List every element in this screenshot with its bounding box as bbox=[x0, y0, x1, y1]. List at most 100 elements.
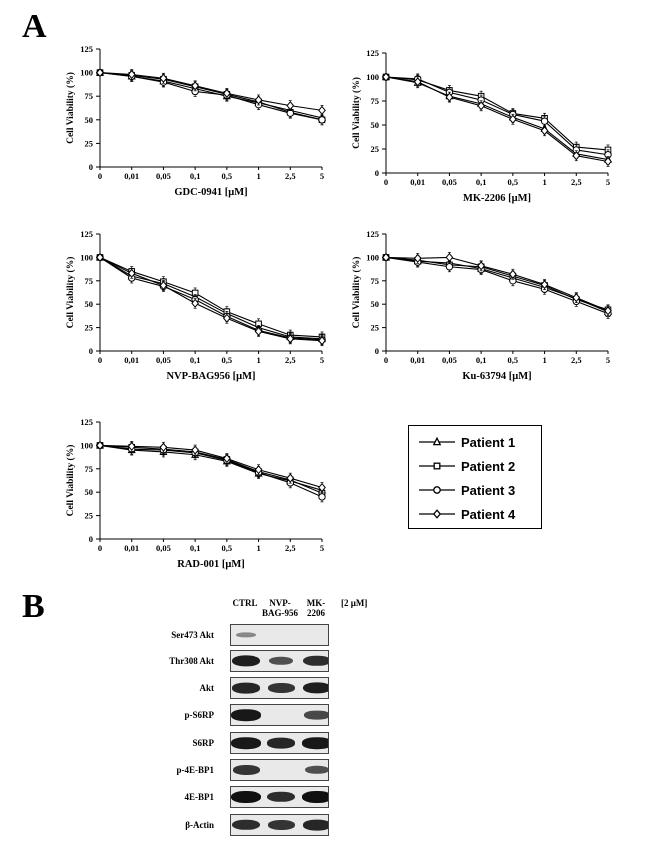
legend-label: Patient 3 bbox=[461, 482, 516, 498]
blot-band bbox=[231, 737, 261, 749]
y-axis-label: Cell Viability (%) bbox=[351, 257, 362, 329]
western-blot: CTRL NVP- BAG-956 MK- 2206 [2 μM] Ser473 Akt Th… bbox=[0, 590, 650, 867]
legend-item: Patient 1 bbox=[417, 432, 515, 452]
x-tick-label: 2,5 bbox=[571, 177, 582, 187]
data-point-diamond bbox=[445, 92, 454, 102]
data-point-circle bbox=[318, 493, 326, 501]
series-line bbox=[99, 444, 323, 491]
series-line bbox=[99, 256, 323, 342]
blot-band bbox=[268, 656, 294, 666]
x-axis-label: NVP-BAG956 [μM] bbox=[166, 371, 255, 382]
blot-band bbox=[267, 820, 295, 830]
series-patient-3 bbox=[382, 253, 612, 319]
y-tick-label: 50 bbox=[371, 299, 380, 309]
x-tick-label: 2,5 bbox=[285, 171, 296, 181]
blot-strip bbox=[230, 732, 329, 754]
data-point-diamond bbox=[223, 453, 231, 464]
x-tick-label: 0,1 bbox=[476, 355, 487, 365]
x-tick-label: 0,1 bbox=[190, 543, 201, 553]
data-point-diamond bbox=[604, 306, 612, 316]
x-tick-label: 0,01 bbox=[124, 543, 139, 553]
y-tick-label: 75 bbox=[371, 276, 380, 286]
y-tick-label: 25 bbox=[85, 138, 94, 148]
data-point-diamond bbox=[413, 253, 422, 263]
series-line bbox=[385, 256, 609, 315]
x-tick-label: 1 bbox=[256, 543, 260, 553]
data-point-diamond bbox=[223, 88, 231, 98]
legend-label: Patient 1 bbox=[461, 434, 516, 450]
x-axis-label: GDC-0941 [μM] bbox=[174, 187, 247, 198]
x-tick-label: 0,01 bbox=[410, 355, 425, 365]
x-tick-label: 0,01 bbox=[124, 355, 139, 365]
series-patient-4 bbox=[96, 440, 326, 493]
data-point-diamond bbox=[254, 95, 263, 105]
blot-strip bbox=[230, 786, 329, 808]
y-tick-label: 50 bbox=[85, 487, 94, 497]
series-patient-4 bbox=[382, 252, 612, 317]
x-tick-label: 0,05 bbox=[442, 177, 457, 187]
data-point-diamond bbox=[191, 298, 199, 308]
data-point-diamond bbox=[127, 441, 136, 451]
series-line bbox=[99, 444, 323, 489]
blot-strip bbox=[230, 624, 329, 646]
series-patient-2 bbox=[382, 73, 612, 156]
data-point-diamond bbox=[477, 101, 485, 111]
chart-4: 0 25 50 75 100 125 0 0,01 0,05 0,1 0,5 1 2,5 5 Cell Vi… bbox=[351, 229, 613, 382]
data-point-diamond bbox=[540, 279, 549, 290]
x-tick-label: 0,05 bbox=[156, 171, 171, 181]
data-point-diamond bbox=[286, 473, 295, 483]
legend-marker bbox=[433, 462, 441, 470]
data-point-diamond bbox=[223, 313, 231, 323]
blot-row-label: S6RP bbox=[192, 738, 214, 748]
data-point-diamond bbox=[159, 73, 168, 83]
x-tick-label: 1 bbox=[256, 355, 260, 365]
blot-band bbox=[302, 819, 328, 831]
blot-band bbox=[302, 682, 328, 694]
data-point-diamond bbox=[127, 268, 136, 278]
y-tick-label: 100 bbox=[366, 252, 379, 262]
y-axis-label: Cell Viability (%) bbox=[65, 445, 76, 517]
blot-row-label: p-4E-BP1 bbox=[176, 765, 214, 775]
data-point-diamond bbox=[286, 334, 295, 344]
blot-band bbox=[231, 655, 261, 667]
x-tick-label: 5 bbox=[320, 355, 324, 365]
chart-1: 0 25 50 75 100 125 0 0,01 0,05 0,1 0,5 1 2,5 5 Cell Vi… bbox=[65, 44, 327, 198]
y-tick-label: 75 bbox=[85, 464, 94, 474]
series-line bbox=[385, 76, 609, 156]
data-point-diamond bbox=[318, 336, 326, 346]
series-patient-3 bbox=[96, 253, 326, 346]
legend-item: Patient 2 bbox=[417, 456, 515, 476]
series-line bbox=[385, 76, 609, 163]
x-tick-label: 0,05 bbox=[156, 543, 171, 553]
data-point-diamond bbox=[572, 293, 581, 303]
y-tick-label: 25 bbox=[371, 144, 380, 154]
data-point-diamond bbox=[382, 72, 390, 82]
x-tick-label: 0 bbox=[98, 171, 102, 181]
series-line bbox=[99, 444, 323, 498]
y-tick-label: 25 bbox=[85, 323, 94, 333]
x-tick-label: 5 bbox=[320, 171, 324, 181]
x-tick-label: 5 bbox=[606, 355, 610, 365]
blot-band bbox=[266, 737, 296, 749]
chart-5: 0 25 50 75 100 125 0 0,01 0,05 0,1 0,5 1 2,5 5 Cell Vi… bbox=[65, 417, 327, 570]
y-tick-label: 125 bbox=[80, 417, 93, 427]
blot-band bbox=[232, 819, 260, 831]
blot-strip bbox=[230, 759, 329, 781]
data-point-diamond bbox=[445, 252, 454, 262]
blot-band bbox=[232, 765, 260, 775]
data-point-diamond bbox=[254, 326, 263, 336]
x-tick-label: 2,5 bbox=[571, 355, 582, 365]
data-point-diamond bbox=[318, 482, 326, 493]
blot-band bbox=[304, 765, 328, 775]
x-tick-label: 0,5 bbox=[222, 355, 233, 365]
data-point-diamond bbox=[318, 105, 326, 115]
x-tick-label: 2,5 bbox=[285, 543, 296, 553]
y-tick-label: 0 bbox=[89, 162, 93, 172]
x-axis-label: Ku-63794 [μM] bbox=[462, 371, 531, 382]
data-point-diamond bbox=[191, 445, 199, 455]
blot-row-label: p-S6RP bbox=[184, 710, 214, 720]
data-point-diamond bbox=[96, 440, 104, 450]
blot-strip bbox=[230, 704, 329, 726]
blot-row-label: Ser473 Akt bbox=[171, 630, 214, 640]
